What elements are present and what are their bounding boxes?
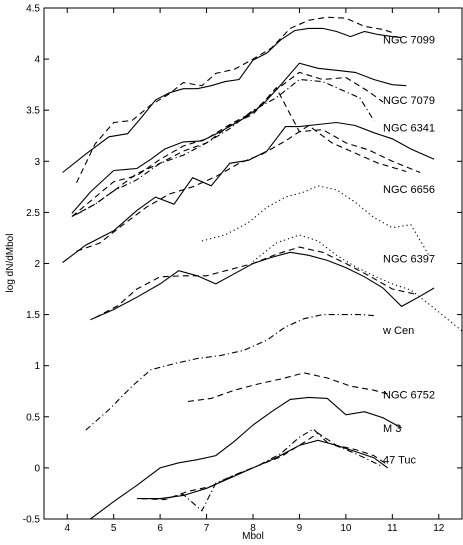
y-tick-label: 4.5 xyxy=(26,4,40,15)
y-tick-label: 3.5 xyxy=(26,106,40,117)
annotations-group: NGC 7099 NGC 7079 NGC 6341 NGC 6656 NGC 6397… xyxy=(382,35,435,467)
series-annotation: NGC 6752 xyxy=(383,389,435,401)
x-axis-label: Mbol xyxy=(242,531,264,542)
series-annotation: w Cen xyxy=(382,325,414,337)
series-annotation: NGC 6341 xyxy=(383,123,435,135)
series-line-15-solid xyxy=(90,396,402,519)
series-line-12-dotted xyxy=(252,234,462,332)
series-line-14-dashed xyxy=(187,372,393,403)
series-annotation: NGC 6397 xyxy=(383,253,435,265)
series-annotation: M 3 xyxy=(383,423,401,435)
series-line-11-dashed xyxy=(94,246,416,319)
y-tick-label: 4 xyxy=(34,55,40,66)
x-tick-label: 6 xyxy=(157,523,163,534)
x-tick-label: 4 xyxy=(64,523,70,534)
x-tick-label: 9 xyxy=(297,523,303,534)
y-tick-label: 0.5 xyxy=(26,412,40,423)
series-annotation: NGC 6656 xyxy=(383,184,435,196)
x-axis-ticks: 4 5 6 7 8 9 10 11 12 xyxy=(64,8,445,534)
x-tick-label: 11 xyxy=(387,523,398,534)
y-axis-label: log dN/dMbol xyxy=(5,234,16,293)
y-tick-label: -0.5 xyxy=(23,515,41,526)
y-tick-label: 1.5 xyxy=(26,310,40,321)
series-annotation: NGC 7099 xyxy=(383,35,435,47)
x-tick-label: 8 xyxy=(250,523,256,534)
y-tick-label: 2 xyxy=(34,259,40,270)
y-tick-label: 2.5 xyxy=(26,208,40,219)
x-tick-label: 5 xyxy=(111,523,117,534)
y-axis-ticks: -0.5 0 0.5 1 1.5 2 2.5 3 3.5 4 4.5 xyxy=(23,4,462,526)
series-line-5-dashdot xyxy=(76,78,375,215)
y-tick-label: 1 xyxy=(34,361,40,372)
series-line-16-solid xyxy=(136,439,389,500)
series-line-3-solid xyxy=(71,62,407,214)
series-line-18-dashdot xyxy=(141,428,384,512)
series-line-4-dashed xyxy=(71,71,384,217)
series-line-2-dashed xyxy=(76,16,393,184)
series-line-7-dashed xyxy=(71,86,421,217)
series-line-9-dotted xyxy=(201,185,430,257)
y-tick-label: 3 xyxy=(34,157,40,168)
series-line-1-solid xyxy=(62,27,402,173)
series-group xyxy=(62,16,462,519)
x-tick-label: 7 xyxy=(204,523,210,534)
series-annotation: 47 Tuc xyxy=(383,455,417,467)
x-tick-label: 10 xyxy=(340,523,352,534)
x-tick-label: 12 xyxy=(433,523,445,534)
series-line-13-dashdot xyxy=(85,314,374,431)
series-line-17-dashed xyxy=(141,432,389,501)
series-line-8-dashed xyxy=(76,124,407,252)
series-line-6-solid xyxy=(62,121,435,263)
series-line-10-solid xyxy=(90,251,435,321)
series-annotation: NGC 7079 xyxy=(383,95,435,107)
y-tick-label: 0 xyxy=(34,463,40,474)
